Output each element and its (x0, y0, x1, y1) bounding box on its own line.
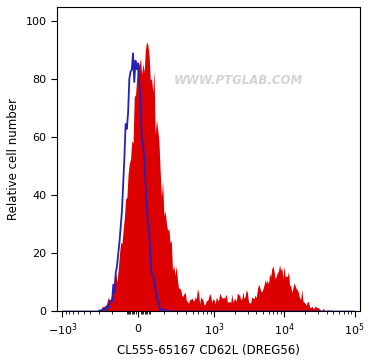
Y-axis label: Relative cell number: Relative cell number (7, 98, 20, 220)
Text: WWW.PTGLAB.COM: WWW.PTGLAB.COM (174, 74, 304, 87)
X-axis label: CL555-65167 CD62L (DREG56): CL555-65167 CD62L (DREG56) (117, 344, 300, 357)
